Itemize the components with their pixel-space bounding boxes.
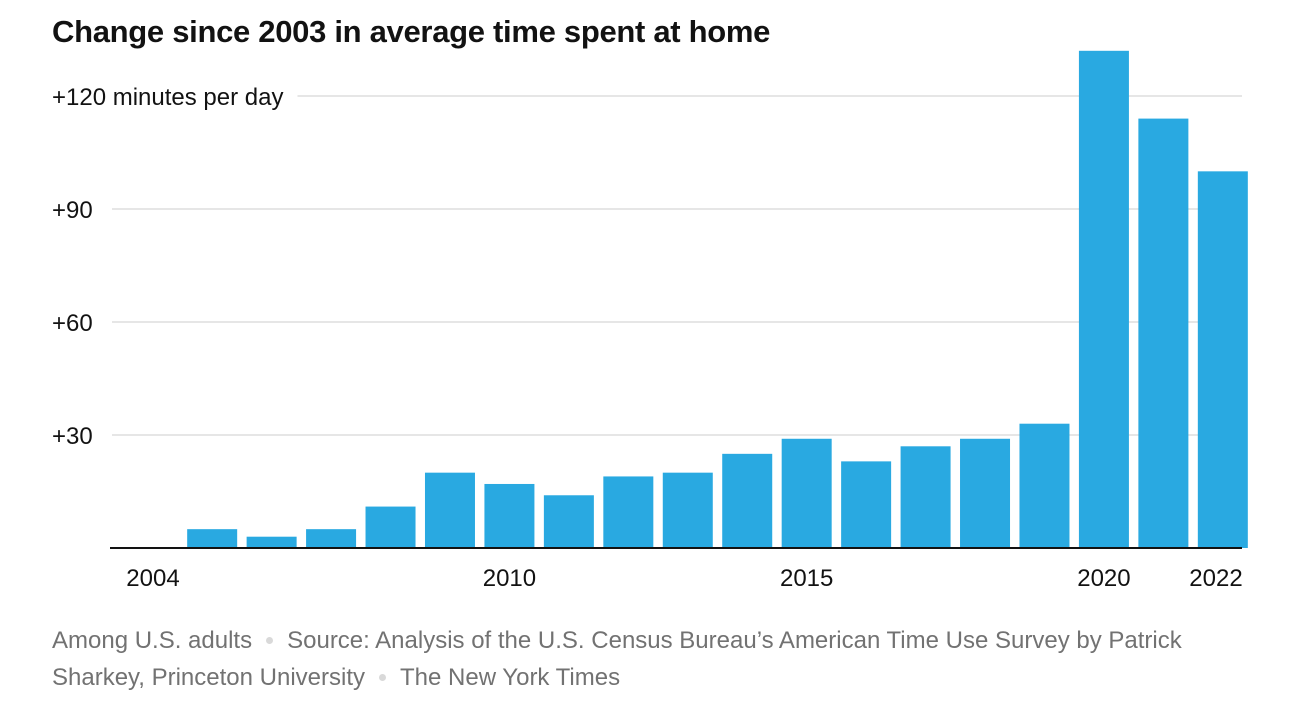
bar-2014 bbox=[722, 453, 773, 548]
bar-2020 bbox=[1078, 50, 1129, 549]
bar-chart: +30 +60 +90 +120 minutes per day 2004 2010 201… bbox=[52, 50, 1248, 592]
y-tick-label: +60 bbox=[52, 310, 93, 337]
bar-2007 bbox=[306, 529, 357, 548]
bar-2018 bbox=[960, 438, 1011, 548]
footer-note: Among U.S. adults bbox=[52, 627, 253, 654]
bar-2021 bbox=[1138, 118, 1189, 548]
bar-2013 bbox=[662, 472, 713, 548]
bar-2011 bbox=[543, 495, 594, 548]
x-tick-label: 2022 bbox=[1189, 565, 1242, 592]
bar-2017 bbox=[900, 446, 951, 548]
bar-2022 bbox=[1197, 171, 1248, 549]
bar-2006 bbox=[246, 536, 297, 548]
footer-credit: The New York Times bbox=[400, 664, 621, 691]
bar-2015 bbox=[781, 438, 832, 548]
y-tick-label: +30 bbox=[52, 423, 93, 450]
chart-footer: Among U.S. adults Source: Analysis of the… bbox=[52, 622, 1252, 696]
separator-dot-icon bbox=[379, 673, 387, 681]
bar-2012 bbox=[603, 476, 654, 548]
y-tick-label: +120 minutes per day bbox=[52, 84, 283, 111]
bar-2008 bbox=[365, 506, 416, 548]
x-tick-label: 2015 bbox=[780, 565, 833, 592]
x-tick-label: 2010 bbox=[483, 565, 536, 592]
bar-2010 bbox=[484, 483, 535, 548]
footer-source: Source: Analysis of the U.S. Census Bure… bbox=[52, 627, 1182, 691]
bar-2009 bbox=[424, 472, 475, 548]
chart-title: Change since 2003 in average time spent … bbox=[52, 14, 771, 49]
x-tick-label: 2020 bbox=[1077, 565, 1130, 592]
x-tick-label: 2004 bbox=[126, 565, 179, 592]
separator-dot-icon bbox=[266, 636, 274, 644]
y-tick-label: +90 bbox=[52, 197, 93, 224]
bar-2016 bbox=[841, 461, 892, 548]
bar-2005 bbox=[187, 529, 238, 548]
bar-2019 bbox=[1019, 423, 1070, 548]
